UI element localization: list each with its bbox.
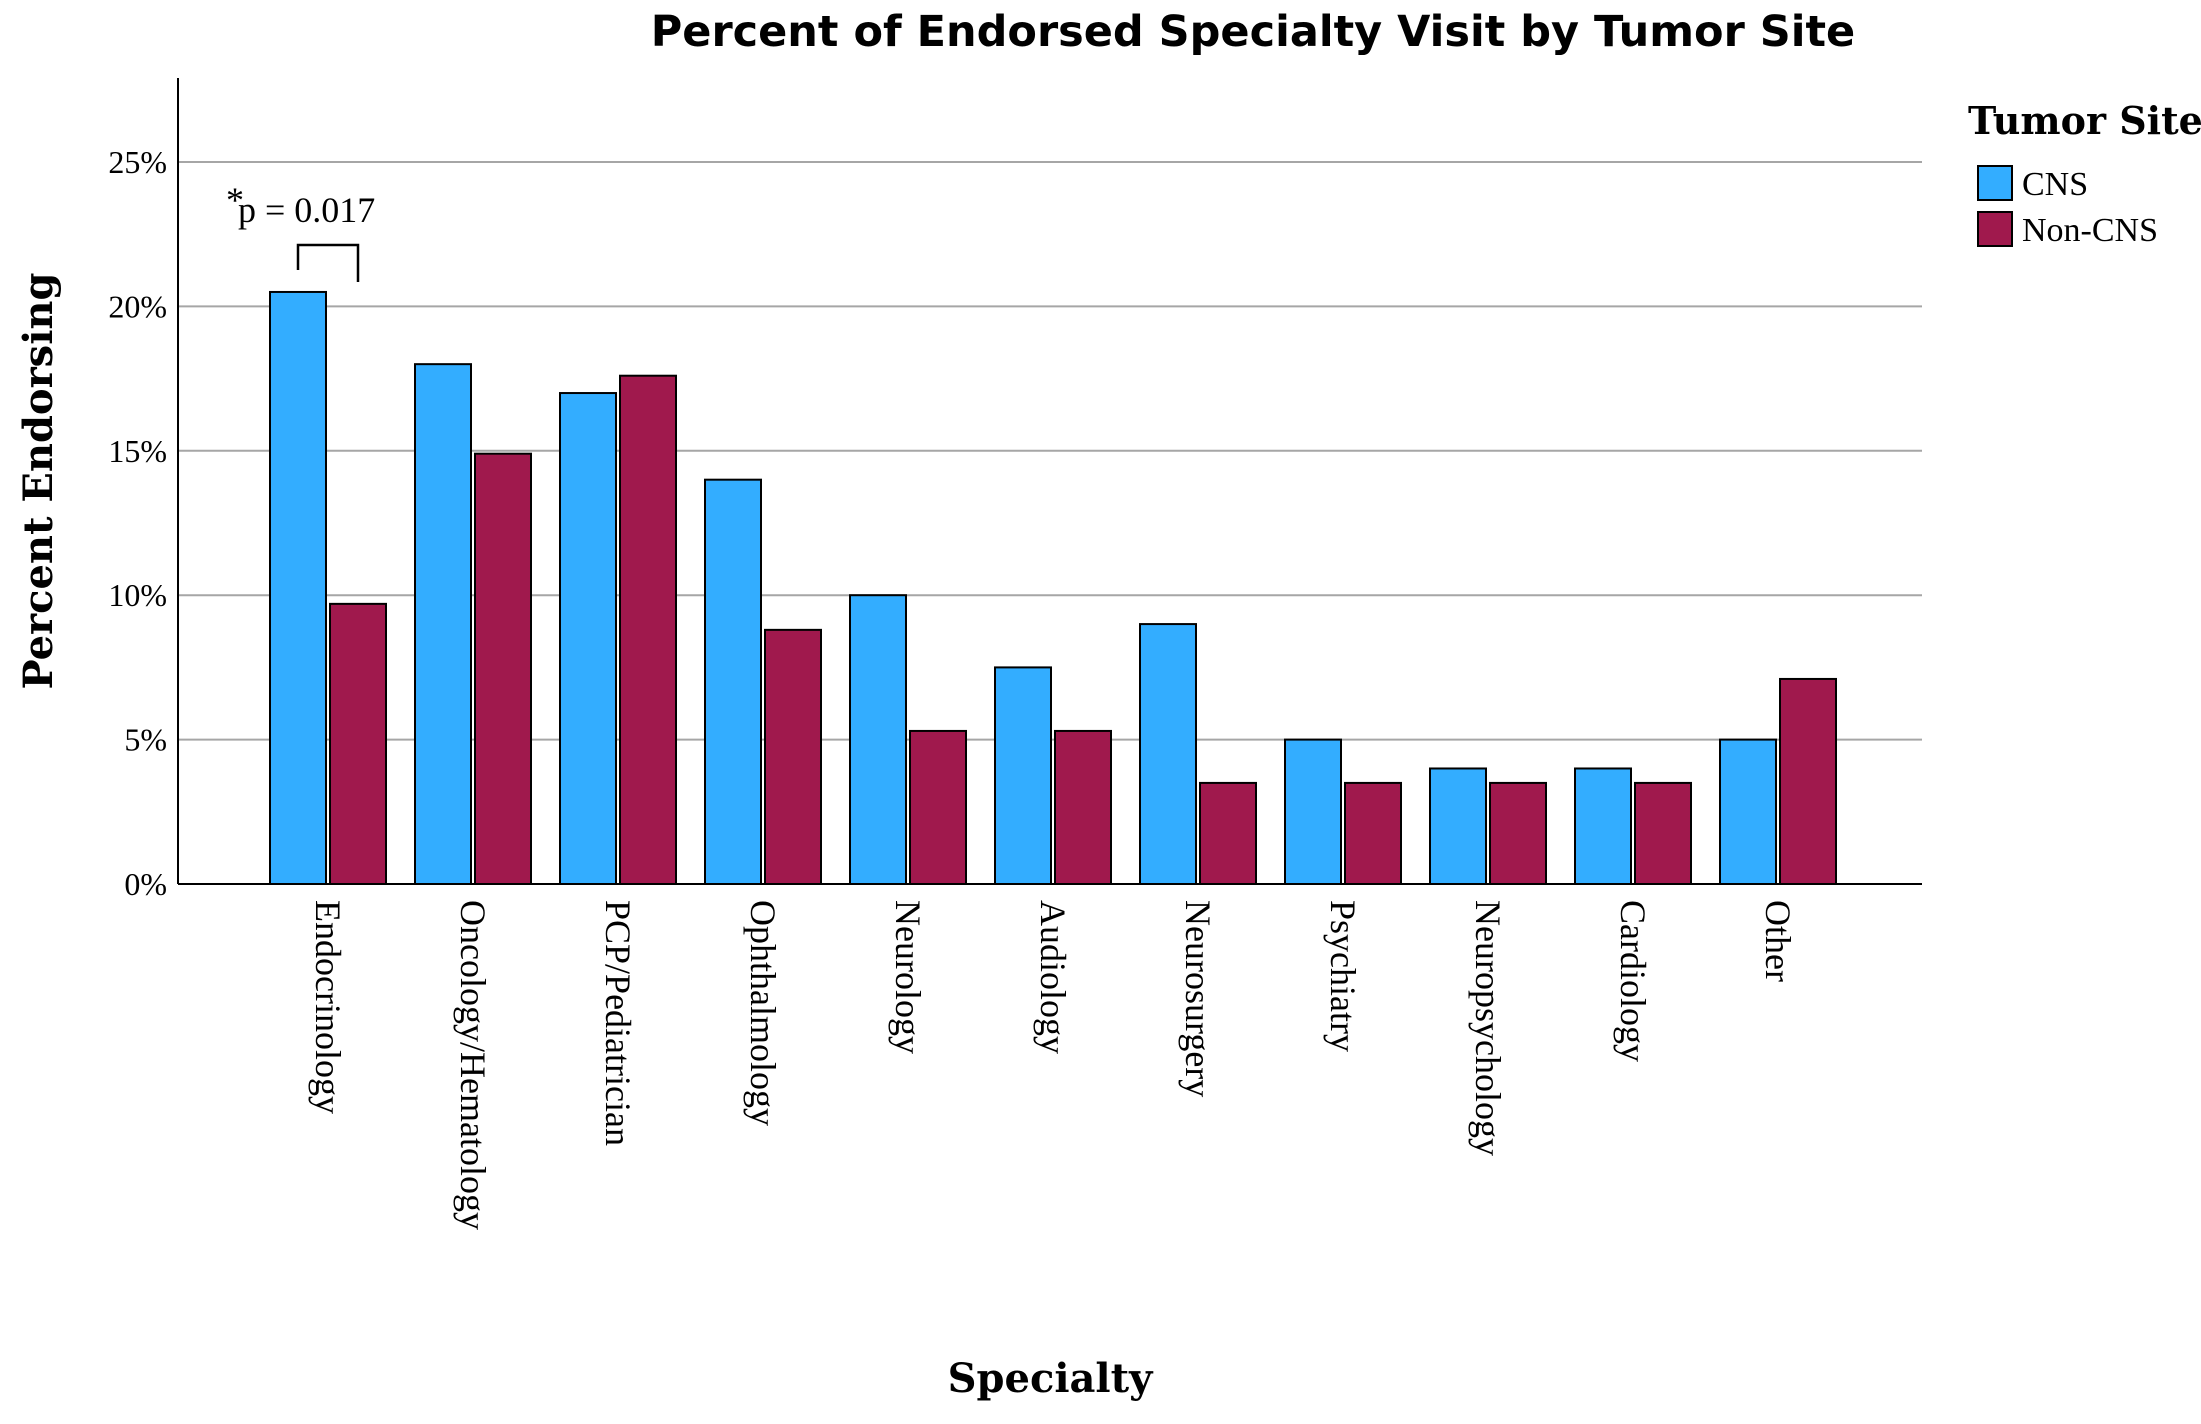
bar-cns — [1284, 738, 1342, 885]
bar-cns — [1719, 738, 1777, 885]
bar-non-cns — [1054, 729, 1112, 885]
legend: Tumor Site CNS Non-CNS — [1968, 98, 2201, 249]
y-tick-label: 5% — [124, 722, 167, 758]
significance-star: * — [226, 180, 244, 220]
bar-cns — [414, 363, 472, 886]
bar-cns — [559, 392, 617, 885]
legend-swatch-non-cns — [1977, 211, 2013, 247]
y-tick-labels: 0% 5% 10% 15% 20% 25% — [108, 144, 167, 902]
x-category-label: Neuropsychology — [1468, 900, 1508, 1156]
legend-label-cns: CNS — [2022, 166, 2088, 203]
x-category-label: Oncology/Hematology — [453, 900, 493, 1230]
bar-non-cns — [1344, 781, 1402, 885]
y-tick-label: 25% — [108, 144, 167, 180]
y-tick-label: 20% — [108, 288, 167, 324]
bar-non-cns — [474, 452, 532, 885]
bar-cns — [849, 594, 907, 885]
bar-cns — [269, 290, 327, 885]
x-category-label: Other — [1758, 900, 1798, 982]
legend-label-non-cns: Non-CNS — [2022, 212, 2158, 249]
significance-annotation: * p = 0.017 — [226, 180, 375, 282]
x-category-label: Neurology — [888, 900, 928, 1054]
x-category-label: PCP/Pediatrician — [598, 900, 638, 1146]
y-axis-title: Percent Endorsing — [15, 273, 62, 690]
bar-non-cns — [619, 374, 677, 885]
bar-non-cns — [909, 729, 967, 885]
bar-non-cns — [329, 602, 387, 885]
bar-cns — [994, 666, 1052, 886]
bar-cns — [1429, 767, 1487, 885]
bar-non-cns — [1199, 781, 1257, 885]
x-category-labels: Endocrinology Oncology/Hematology PCP/Pedi… — [308, 900, 1798, 1230]
legend-swatch-cns — [1977, 165, 2013, 201]
x-category-label: Ophthalmology — [743, 900, 783, 1126]
x-category-label: Audiology — [1033, 900, 1073, 1054]
y-tick-label: 0% — [124, 866, 167, 902]
bar-cns — [1139, 623, 1197, 886]
significance-bracket — [296, 243, 360, 282]
x-category-label: Neurosurgery — [1178, 900, 1218, 1097]
bar-cns — [704, 478, 762, 885]
bar-non-cns — [1779, 677, 1837, 886]
x-category-label: Endocrinology — [308, 900, 348, 1114]
significance-p-value: p = 0.017 — [238, 190, 375, 230]
x-category-label: Psychiatry — [1323, 900, 1363, 1052]
bar-cns — [1574, 767, 1632, 885]
bars — [269, 290, 1837, 886]
x-category-label: Cardiology — [1613, 900, 1653, 1062]
legend-title: Tumor Site — [1968, 98, 2201, 143]
bar-non-cns — [764, 628, 822, 886]
y-tick-label: 10% — [108, 577, 167, 613]
bar-non-cns — [1489, 781, 1547, 885]
y-tick-label: 15% — [108, 433, 167, 469]
chart-title: Percent of Endorsed Specialty Visit by T… — [651, 7, 1855, 57]
x-axis-title: Specialty — [948, 1355, 1154, 1402]
bar-non-cns — [1634, 781, 1692, 885]
